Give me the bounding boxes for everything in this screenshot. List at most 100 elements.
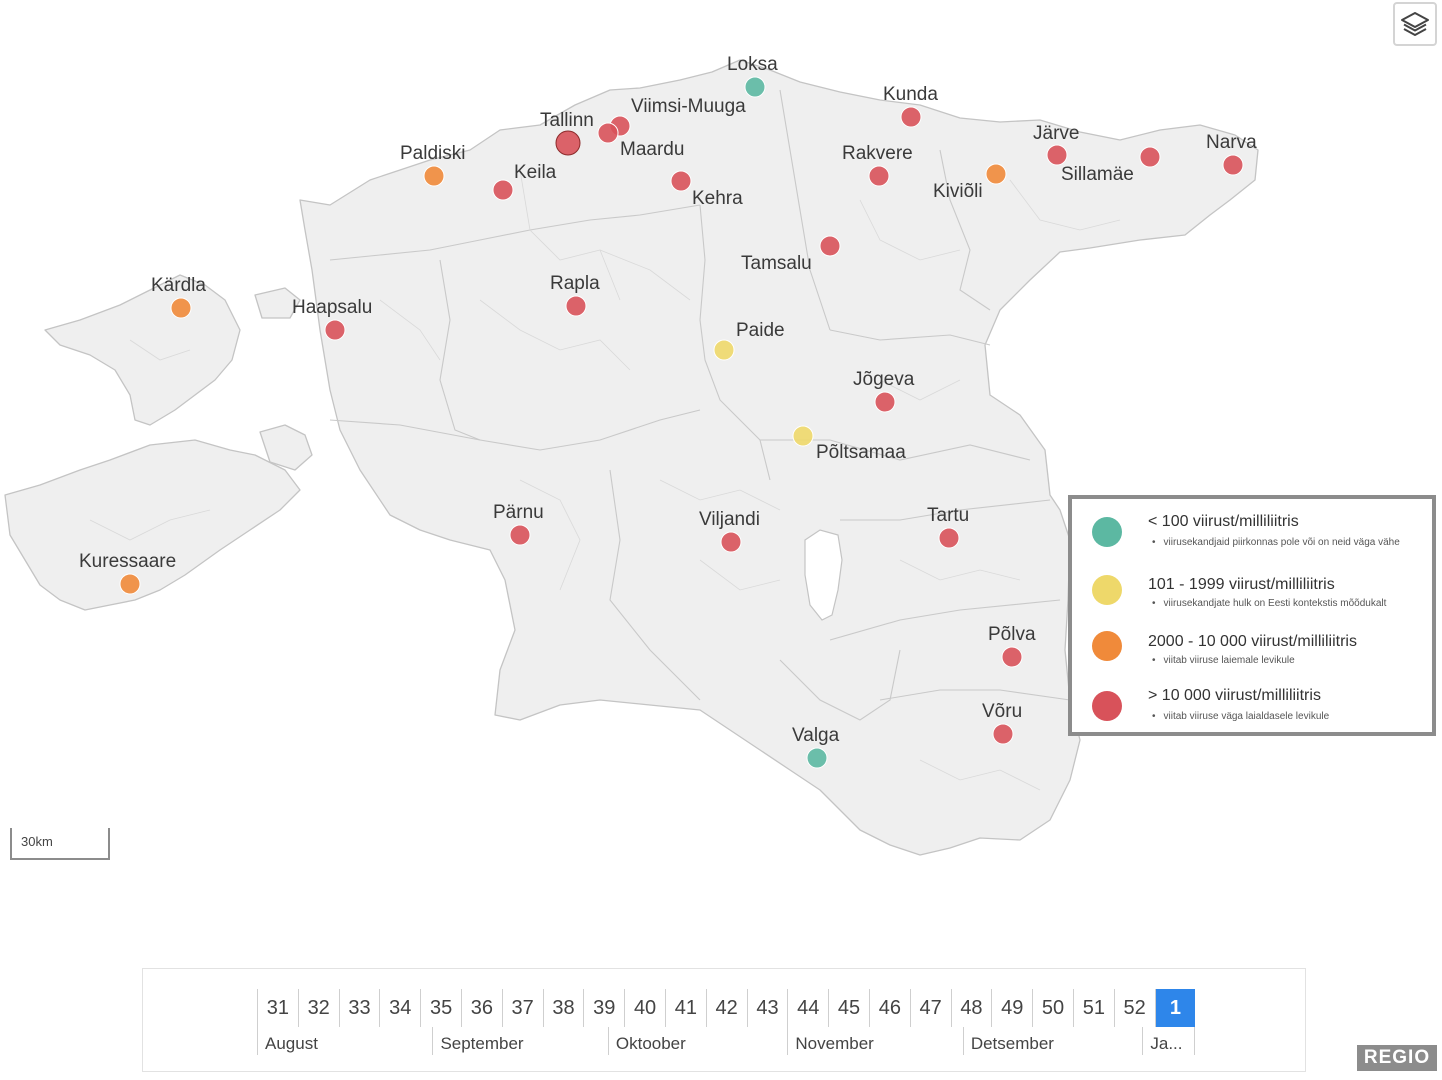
legend-note: viitab viiruse väga laialdasele levikule [1152, 710, 1412, 723]
marker-tamsalu[interactable] [819, 235, 841, 257]
legend-note: viirusekandjaid piirkonnas pole või on n… [1152, 536, 1412, 549]
week-51[interactable]: 51 [1072, 989, 1114, 1027]
label-poltsamaa: Põltsamaa [816, 442, 906, 463]
marker-tallinn[interactable] [555, 130, 581, 156]
label-tartu: Tartu [927, 505, 969, 526]
label-polva: Põlva [988, 624, 1036, 645]
marker-jarve[interactable] [1046, 144, 1068, 166]
marker-rakvere[interactable] [868, 165, 890, 187]
island-vormsi [254, 287, 301, 319]
label-kehra: Kehra [692, 188, 743, 209]
week-43[interactable]: 43 [746, 989, 788, 1027]
measurement-markers[interactable] [119, 76, 1244, 769]
label-paide: Paide [736, 320, 785, 341]
island-muhu [259, 424, 313, 471]
week-48[interactable]: 48 [950, 989, 992, 1027]
week-40[interactable]: 40 [624, 989, 665, 1027]
legend-note: viitab viiruse laiemale levikule [1152, 654, 1412, 667]
marker-poltsamaa[interactable] [792, 425, 814, 447]
legend-title: < 100 viirust/milliliitris [1148, 513, 1299, 530]
label-maardu: Maardu [620, 139, 684, 160]
month-september[interactable]: September [432, 1027, 607, 1055]
marker-jogeva[interactable] [874, 391, 896, 413]
week-32[interactable]: 32 [297, 989, 339, 1027]
marker-rapla[interactable] [565, 295, 587, 317]
marker-tartu[interactable] [938, 527, 960, 549]
month-oktoober[interactable]: Oktoober [607, 1027, 788, 1055]
marker-kardla[interactable] [170, 297, 192, 319]
month-november[interactable]: November [787, 1027, 962, 1055]
marker-kehra[interactable] [670, 170, 692, 192]
week-47[interactable]: 47 [909, 989, 951, 1027]
island-hiiumaa [44, 274, 241, 426]
label-jarve: Järve [1033, 123, 1079, 144]
marker-kunda[interactable] [900, 106, 922, 128]
marker-kuressaare[interactable] [119, 573, 141, 595]
label-kivioli: Kiviõli [933, 181, 983, 202]
month-ja[interactable]: Ja... [1142, 1027, 1196, 1055]
week-1[interactable]: 1 [1154, 989, 1196, 1027]
month-august[interactable]: August [257, 1027, 432, 1055]
marker-loksa[interactable] [744, 76, 766, 98]
marker-viljandi[interactable] [720, 531, 742, 553]
week-42[interactable]: 42 [705, 989, 747, 1027]
legend-title: > 10 000 viirust/milliliitris [1148, 687, 1321, 704]
label-sillamae: Sillamäe [1061, 164, 1134, 185]
marker-valga[interactable] [806, 747, 828, 769]
marker-kivioli[interactable] [985, 163, 1007, 185]
week-38[interactable]: 38 [542, 989, 584, 1027]
label-keila: Keila [514, 162, 557, 183]
layers-button[interactable] [1393, 2, 1437, 46]
marker-paldiski[interactable] [423, 165, 445, 187]
marker-narva[interactable] [1222, 154, 1244, 176]
week-45[interactable]: 45 [828, 989, 869, 1027]
legend-note: viirusekandjate hulk on Eesti kontekstis… [1152, 597, 1412, 610]
label-valga: Valga [792, 725, 840, 746]
week-41[interactable]: 41 [664, 989, 706, 1027]
scale-bar: 30km [10, 828, 110, 860]
week-35[interactable]: 35 [420, 989, 461, 1027]
legend-dot [1092, 575, 1122, 605]
week-39[interactable]: 39 [583, 989, 624, 1027]
label-kardla: Kärdla [151, 275, 206, 296]
week-49[interactable]: 49 [991, 989, 1032, 1027]
week-timeline[interactable]: 31 32 33 34 35 36 37 38 39 40 41 42 43 44 45 46 47 48 49 50… [142, 968, 1306, 1072]
label-haapsalu: Haapsalu [292, 297, 372, 318]
marker-sillamae[interactable] [1139, 146, 1161, 168]
month-detsember[interactable]: Detsember [962, 1027, 1143, 1055]
week-44[interactable]: 44 [787, 989, 828, 1027]
week-31[interactable]: 31 [257, 989, 298, 1027]
marker-paide[interactable] [713, 339, 735, 361]
legend-title: 101 - 1999 viirust/milliliitris [1148, 576, 1335, 593]
week-50[interactable]: 50 [1032, 989, 1073, 1027]
label-rakvere: Rakvere [842, 143, 913, 164]
marker-haapsalu[interactable] [324, 319, 346, 341]
marker-parnu[interactable] [509, 524, 531, 546]
week-list: 31 32 33 34 35 36 37 38 39 40 41 42 43 44 45 46 47 48 49 50… [257, 989, 1196, 1027]
label-tallinn: Tallinn [540, 110, 594, 131]
legend-dot [1092, 517, 1122, 547]
legend-title: 2000 - 10 000 viirust/milliliitris [1148, 633, 1357, 650]
legend: < 100 viirust/milliliitris viirusekandja… [1068, 495, 1436, 736]
label-rapla: Rapla [550, 273, 600, 294]
week-46[interactable]: 46 [868, 989, 910, 1027]
marker-polva[interactable] [1001, 646, 1023, 668]
week-34[interactable]: 34 [379, 989, 420, 1027]
week-37[interactable]: 37 [501, 989, 543, 1027]
lake-vortsjarv [804, 529, 843, 621]
label-loksa: Loksa [727, 54, 778, 75]
legend-dot [1092, 631, 1122, 661]
regio-logo: REGIO [1357, 1045, 1437, 1071]
label-voru: Võru [982, 701, 1022, 722]
marker-maardu[interactable] [597, 122, 619, 144]
label-narva: Narva [1206, 132, 1257, 153]
week-52[interactable]: 52 [1113, 989, 1155, 1027]
week-36[interactable]: 36 [460, 989, 502, 1027]
marker-voru[interactable] [992, 723, 1014, 745]
label-kuressaare: Kuressaare [79, 551, 176, 572]
label-jogeva: Jõgeva [853, 369, 915, 390]
week-33[interactable]: 33 [338, 989, 380, 1027]
marker-keila[interactable] [492, 179, 514, 201]
label-paldiski: Paldiski [400, 143, 465, 164]
